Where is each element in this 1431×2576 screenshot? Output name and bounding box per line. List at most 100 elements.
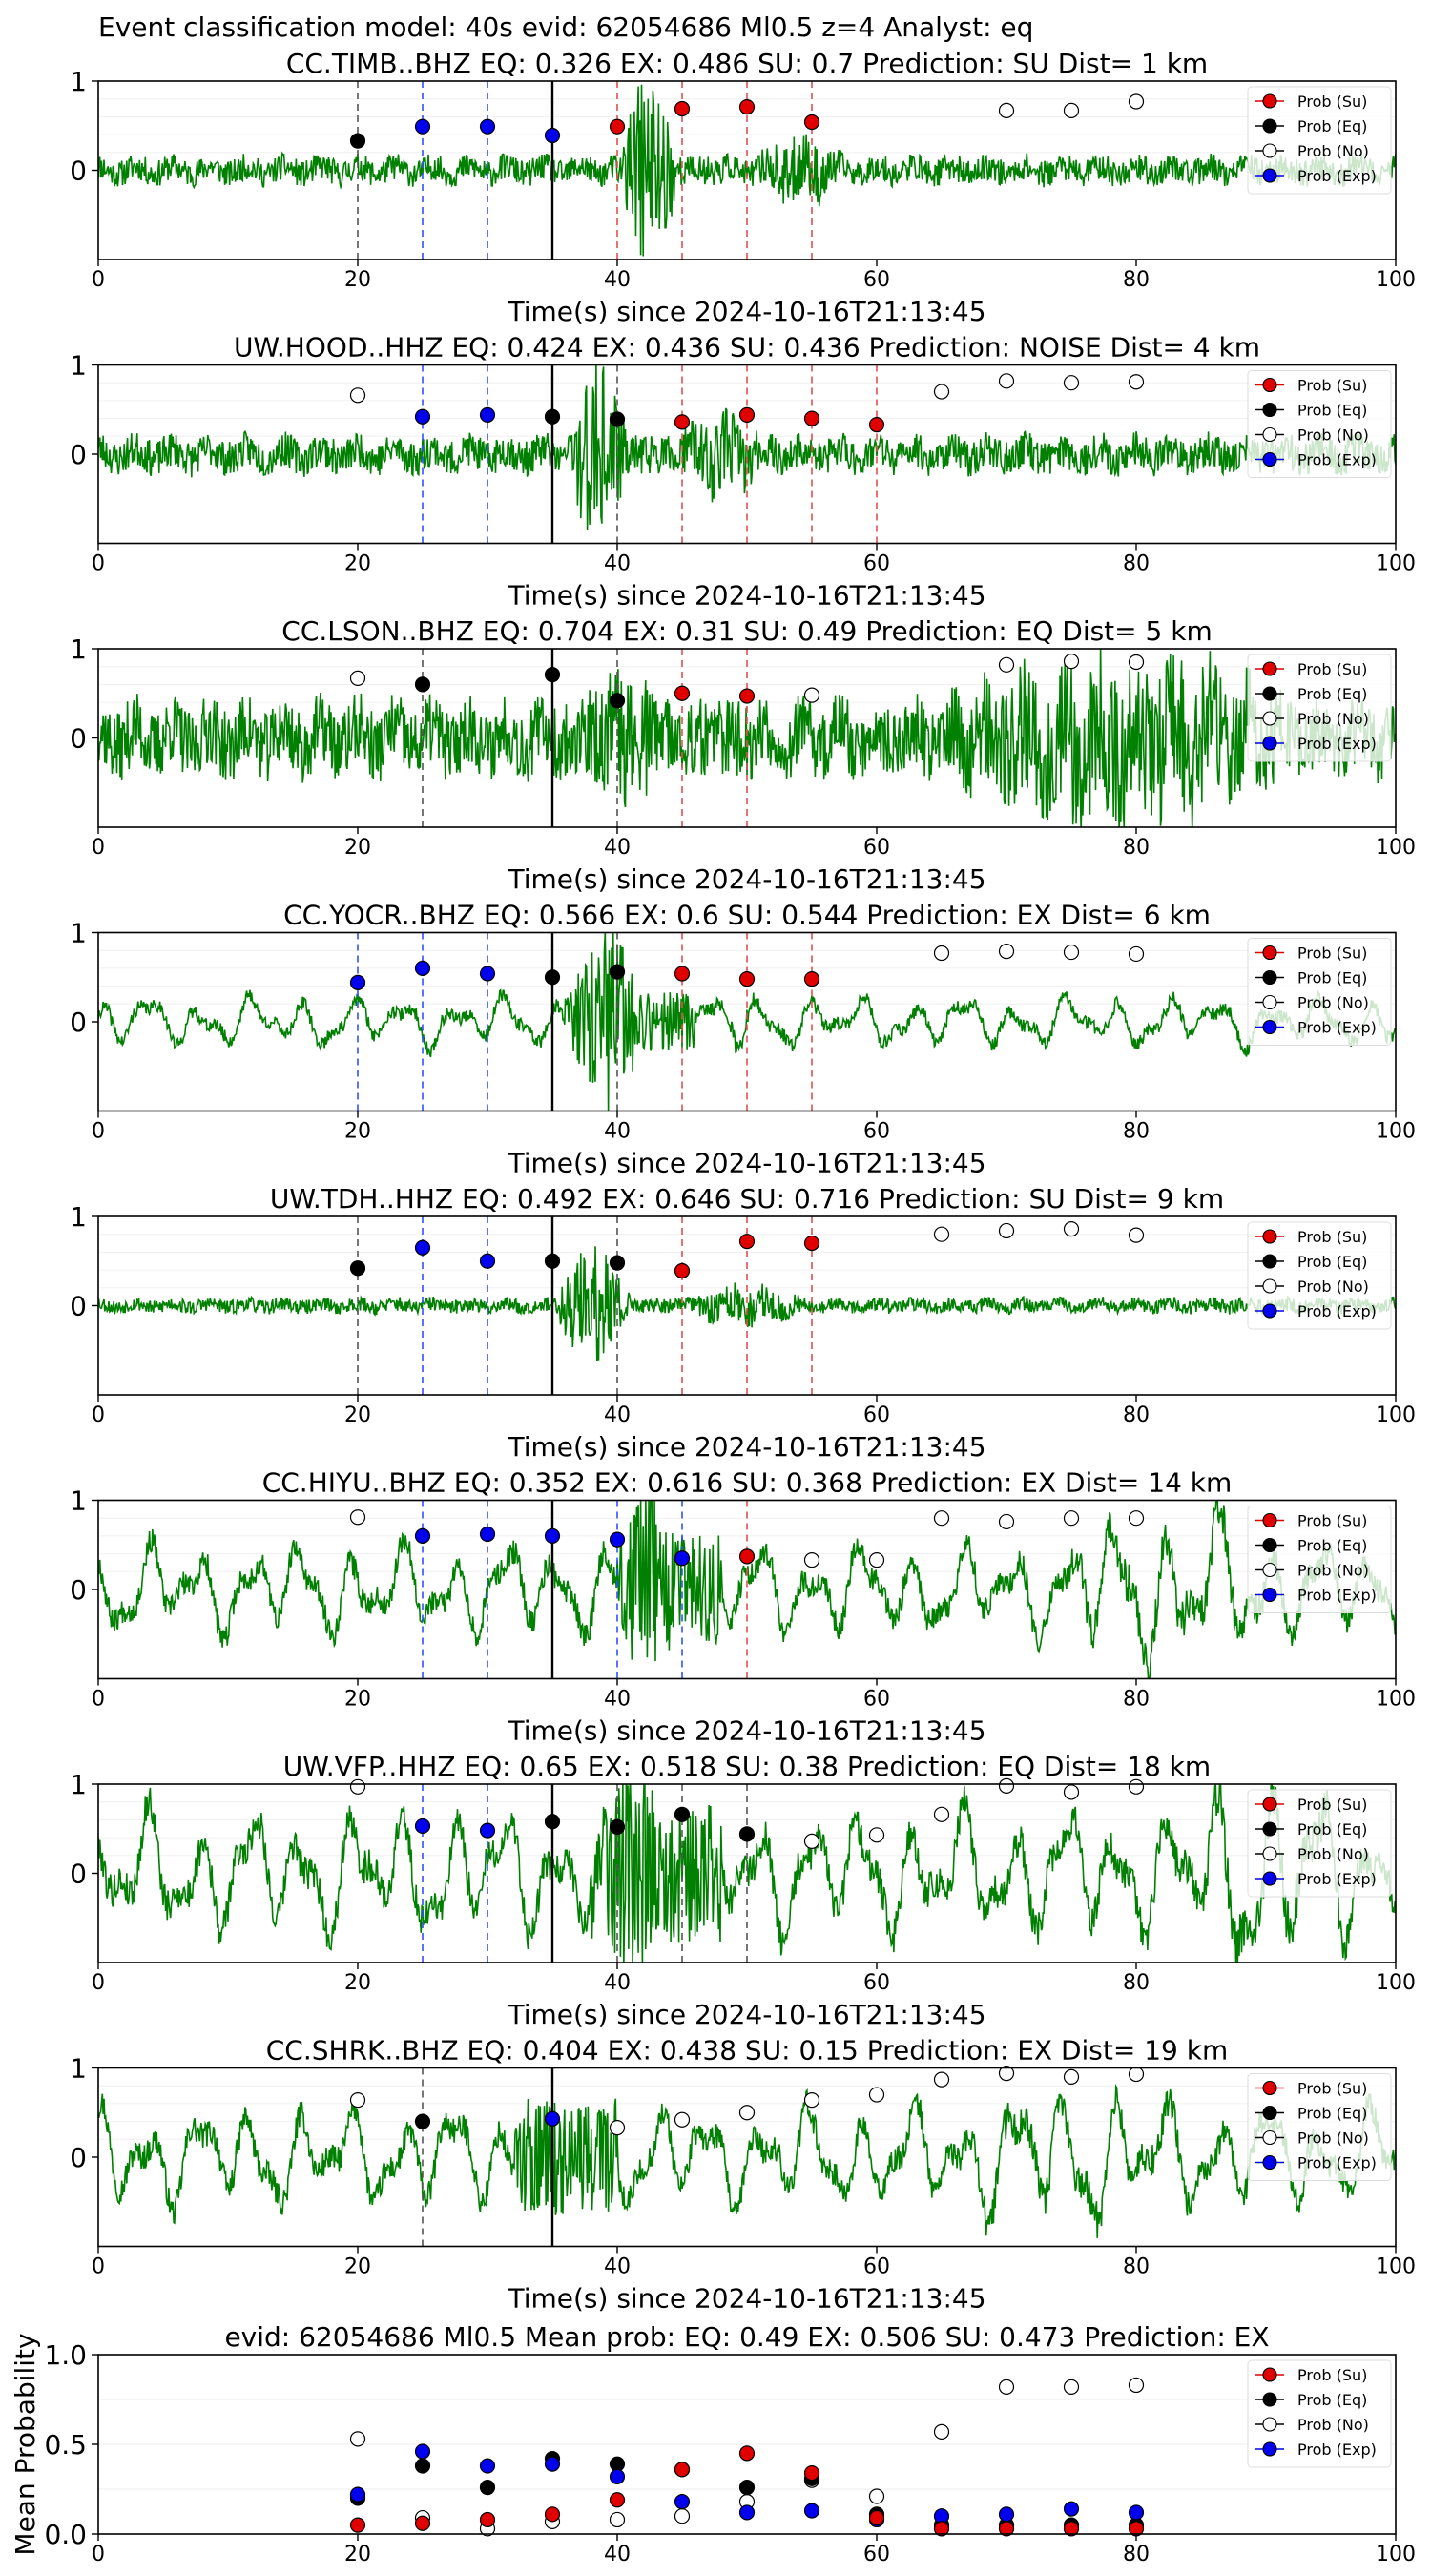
prob-marker-su xyxy=(738,99,756,115)
x-tick-label: 40 xyxy=(604,268,631,292)
prob-marker-eq xyxy=(738,1826,756,1842)
y-tick-label: 1 xyxy=(70,350,87,382)
legend-marker-no xyxy=(1262,1562,1277,1578)
x-tick-label: 0 xyxy=(92,1403,105,1427)
prob-marker-no xyxy=(1128,945,1145,963)
prob-marker-exp xyxy=(414,118,431,135)
prob-marker-su xyxy=(674,2462,691,2478)
x-tick-label: 80 xyxy=(1123,268,1150,292)
legend-marker-exp xyxy=(1262,1019,1277,1035)
x-tick-label: 20 xyxy=(344,2255,371,2279)
legend-label-no: Prob (No) xyxy=(1297,142,1369,160)
prob-marker-exp xyxy=(479,966,496,982)
prob-marker-su xyxy=(674,1262,691,1279)
prob-marker-su xyxy=(803,2464,820,2482)
x-tick-label: 0 xyxy=(92,836,105,860)
prob-marker-su xyxy=(674,414,691,430)
legend-label-su: Prob (Su) xyxy=(1297,377,1367,395)
panel-6: CC.HIYU..BHZ EQ: 0.352 EX: 0.616 SU: 0.3… xyxy=(70,1467,1416,1747)
prob-marker-no xyxy=(1063,2068,1080,2085)
prob-marker-no xyxy=(609,2120,626,2136)
legend-label-eq: Prob (Eq) xyxy=(1297,117,1367,135)
legend-label-su: Prob (Su) xyxy=(1297,2366,1367,2384)
x-tick-label: 20 xyxy=(344,1120,371,1144)
panel-title: CC.HIYU..BHZ EQ: 0.352 EX: 0.616 SU: 0.3… xyxy=(262,1467,1233,1499)
legend-marker-su xyxy=(1262,1229,1277,1244)
x-tick-label: 40 xyxy=(604,1688,631,1712)
prob-marker-no xyxy=(349,670,366,686)
prob-marker-eq xyxy=(544,1253,561,1269)
prob-marker-eq xyxy=(609,964,626,980)
prob-marker-no xyxy=(1128,374,1145,390)
legend-marker-exp xyxy=(1262,168,1277,183)
x-tick-label: 40 xyxy=(604,1971,631,1995)
prob-marker-eq xyxy=(414,2113,431,2129)
y-tick-label: 1.0 xyxy=(44,2339,87,2371)
panel-7: UW.VFP..HHZ EQ: 0.65 EX: 0.518 SU: 0.38 … xyxy=(70,1751,1416,2030)
prob-marker-no xyxy=(349,1778,366,1795)
panel-title: CC.YOCR..BHZ EQ: 0.566 EX: 0.6 SU: 0.544… xyxy=(283,900,1211,931)
prob-marker-no xyxy=(1128,2066,1145,2083)
prob-marker-exp xyxy=(479,1253,496,1269)
legend-box xyxy=(1247,1506,1392,1613)
legend-label-exp: Prob (Exp) xyxy=(1297,1302,1377,1320)
y-tick-label: 1 xyxy=(70,1485,87,1517)
x-tick-label: 60 xyxy=(863,2543,890,2566)
legend-label-exp: Prob (Exp) xyxy=(1297,167,1377,185)
x-axis-label: Time(s) since 2024-10-16T21:13:45 xyxy=(507,296,985,327)
prob-marker-no xyxy=(1063,1510,1080,1527)
x-tick-label: 100 xyxy=(1376,1120,1416,1144)
legend-label-exp: Prob (Exp) xyxy=(1297,1587,1377,1605)
prob-marker-no xyxy=(1063,1220,1080,1237)
x-tick-label: 100 xyxy=(1376,268,1416,292)
x-axis-label: Time(s) since 2024-10-16T21:13:45 xyxy=(507,580,985,612)
legend-label-su: Prob (Su) xyxy=(1297,1512,1367,1530)
prob-marker-no xyxy=(1128,1227,1145,1243)
prob-marker-eq xyxy=(609,693,626,709)
prob-marker-exp xyxy=(738,2504,756,2521)
legend-marker-eq xyxy=(1262,1821,1277,1837)
prob-marker-no xyxy=(1063,2379,1080,2395)
legend-marker-su xyxy=(1262,1512,1277,1528)
prob-marker-exp xyxy=(414,960,431,977)
legend-marker-exp xyxy=(1262,736,1277,751)
prob-marker-no xyxy=(933,2071,950,2088)
x-axis-label: Time(s) since 2024-10-16T21:13:45 xyxy=(507,1148,985,1179)
x-tick-label: 80 xyxy=(1123,1403,1150,1427)
prob-marker-no xyxy=(803,1552,820,1568)
x-axis-label: Time(s) since 2024-10-16T21:13:45 xyxy=(507,1431,985,1463)
y-tick-label: 0 xyxy=(70,156,87,187)
x-tick-label: 20 xyxy=(344,552,371,576)
prob-marker-no xyxy=(933,1806,950,1822)
legend-marker-no xyxy=(1262,1846,1277,1861)
panel-title: CC.SHRK..BHZ EQ: 0.404 EX: 0.438 SU: 0.1… xyxy=(266,2035,1229,2067)
prob-marker-exp xyxy=(414,2443,431,2460)
prob-marker-no xyxy=(998,1222,1015,1239)
x-tick-label: 40 xyxy=(604,836,631,860)
prob-marker-exp xyxy=(1128,2504,1145,2521)
legend-label-su: Prob (Su) xyxy=(1297,2080,1367,2098)
legend-marker-exp xyxy=(1262,1303,1277,1319)
prob-marker-no xyxy=(998,944,1015,960)
prob-marker-exp xyxy=(479,1526,496,1543)
legend-marker-exp xyxy=(1262,451,1277,467)
legend-label-eq: Prob (Eq) xyxy=(1297,1253,1367,1271)
x-tick-label: 40 xyxy=(604,2255,631,2279)
prob-marker-no xyxy=(674,2111,691,2128)
x-tick-label: 100 xyxy=(1376,836,1416,860)
legend-label-exp: Prob (Exp) xyxy=(1297,2441,1377,2459)
prob-marker-su xyxy=(738,2445,756,2462)
prob-marker-exp xyxy=(1063,2501,1080,2517)
legend-label-no: Prob (No) xyxy=(1297,2129,1369,2148)
panel-title: UW.HOOD..HHZ EQ: 0.424 EX: 0.436 SU: 0.4… xyxy=(234,332,1260,364)
legend-label-eq: Prob (Eq) xyxy=(1297,969,1367,987)
prob-marker-no xyxy=(868,2488,885,2504)
prob-marker-su xyxy=(998,2521,1015,2537)
x-axis-label: Time(s) since 2024-10-16T21:13:45 xyxy=(507,2283,985,2315)
legend-label-no: Prob (No) xyxy=(1297,1562,1369,1580)
legend-marker-su xyxy=(1262,2080,1277,2096)
prob-marker-no xyxy=(349,387,366,404)
prob-marker-eq xyxy=(349,1260,366,1277)
legend-marker-no xyxy=(1262,711,1277,726)
x-tick-label: 0 xyxy=(92,1971,105,1995)
